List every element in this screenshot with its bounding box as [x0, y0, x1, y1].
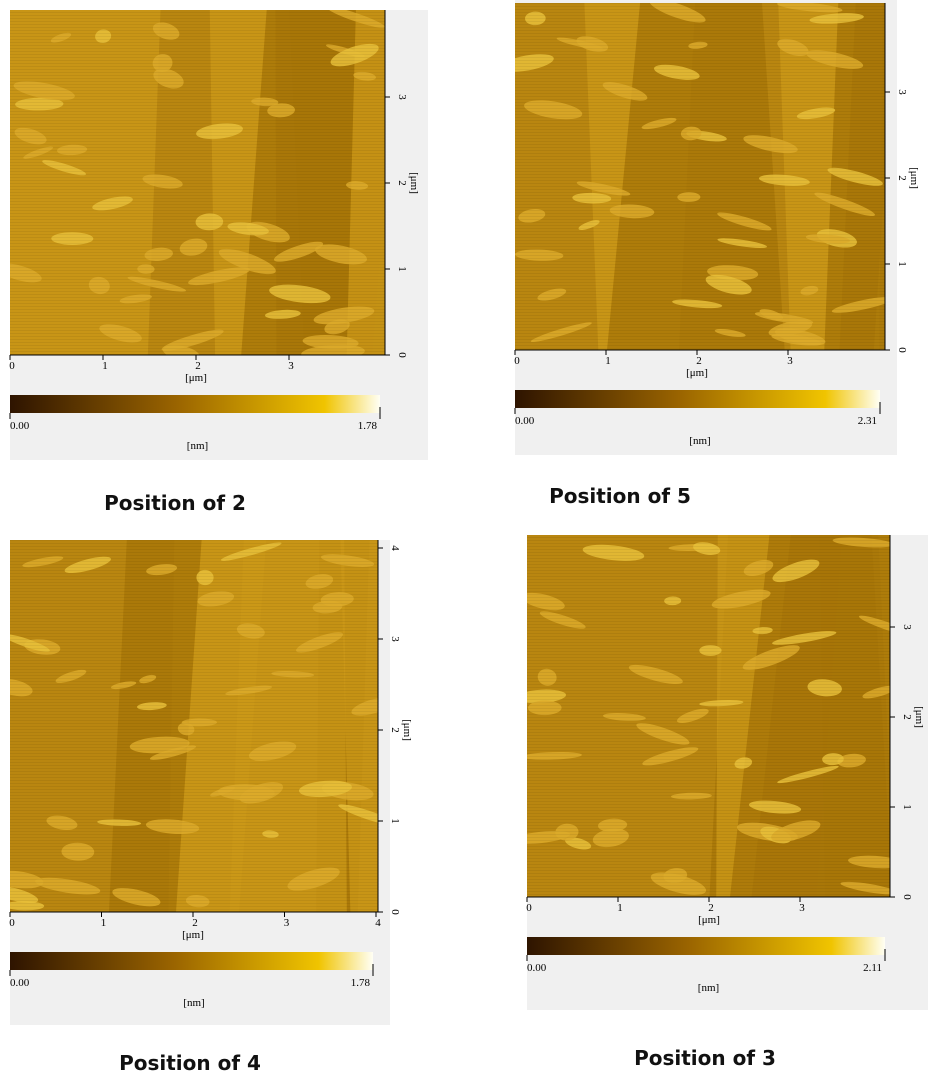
x-tick-label: 0 [9, 360, 15, 372]
y-tick-label: 1 [396, 266, 408, 272]
y-tick-label: 1 [896, 261, 908, 267]
x-tick-label: 2 [708, 902, 714, 914]
x-unit: [μm] [698, 914, 720, 926]
y-tick-label: 1 [901, 804, 913, 810]
y-tick-label: 3 [389, 636, 401, 642]
figure: 0 1 2 3 [μm] 0 1 2 3 [μm] 0.00 1.78 [nm] Position of … [0, 0, 928, 1084]
colorbar-unit: [nm] [183, 997, 204, 1009]
colorbar-min: 0.00 [527, 962, 547, 974]
x-unit: [μm] [686, 367, 708, 379]
y-tick-label: 3 [896, 89, 908, 95]
scan-lines [515, 3, 885, 350]
x-tick-label: 2 [195, 360, 201, 372]
y-tick-label: 2 [396, 180, 408, 186]
y-unit: [μm] [408, 172, 420, 194]
afm-image [0, 540, 494, 912]
y-tick-label: 3 [396, 94, 408, 100]
x-tick-label: 1 [605, 355, 611, 367]
x-tick-label: 1 [101, 917, 107, 929]
x-tick-label: 1 [102, 360, 108, 372]
x-tick-label: 3 [284, 917, 290, 929]
colorbar [10, 395, 380, 413]
colorbar-unit: [nm] [689, 435, 710, 447]
colorbar-unit: [nm] [698, 982, 719, 994]
x-tick-label: 4 [375, 917, 381, 929]
colorbar-max: 1.78 [351, 977, 371, 989]
colorbar-max: 1.78 [358, 420, 378, 432]
y-tick-label: 0 [896, 347, 908, 353]
colorbar-min: 0.00 [515, 415, 535, 427]
colorbar-min: 0.00 [10, 420, 30, 432]
x-tick-label: 3 [288, 360, 294, 372]
scan-lines [527, 535, 890, 897]
y-tick-label: 2 [896, 175, 908, 181]
y-tick-label: 1 [389, 818, 401, 824]
afm-image [510, 535, 928, 900]
scan-lines [10, 540, 378, 912]
caption: Position of 3 [634, 1046, 776, 1070]
colorbar-unit: [nm] [187, 440, 208, 452]
caption: Position of 5 [549, 484, 691, 508]
y-tick-label: 3 [901, 624, 913, 630]
x-tick-label: 0 [9, 917, 15, 929]
colorbar [527, 937, 885, 955]
y-unit: [μm] [401, 719, 413, 741]
y-unit: [μm] [908, 167, 920, 189]
x-tick-label: 2 [192, 917, 198, 929]
x-tick-label: 2 [696, 355, 702, 367]
x-tick-label: 1 [617, 902, 623, 914]
y-tick-label: 2 [901, 714, 913, 720]
x-unit: [μm] [185, 372, 207, 384]
y-tick-label: 0 [389, 909, 401, 915]
y-tick-label: 2 [389, 727, 401, 733]
y-tick-label: 0 [396, 352, 408, 358]
x-tick-label: 3 [787, 355, 793, 367]
afm-image [500, 0, 922, 350]
colorbar [515, 390, 880, 408]
caption: Position of 2 [104, 491, 246, 515]
colorbar [10, 952, 373, 970]
colorbar-max: 2.31 [858, 415, 877, 427]
caption: Position of 4 [119, 1051, 261, 1075]
x-tick-label: 3 [799, 902, 805, 914]
scan-lines [10, 10, 385, 355]
x-tick-label: 0 [526, 902, 532, 914]
x-tick-label: 0 [514, 355, 520, 367]
y-unit: [μm] [913, 706, 925, 728]
colorbar-min: 0.00 [10, 977, 30, 989]
page: 0 1 2 3 [μm] 0 1 2 3 [μm] 0.00 1.78 [nm] Position of … [0, 0, 928, 1084]
y-tick-label: 4 [389, 545, 401, 551]
x-unit: [μm] [182, 929, 204, 941]
colorbar-max: 2.11 [863, 962, 882, 974]
y-tick-label: 0 [901, 894, 913, 900]
